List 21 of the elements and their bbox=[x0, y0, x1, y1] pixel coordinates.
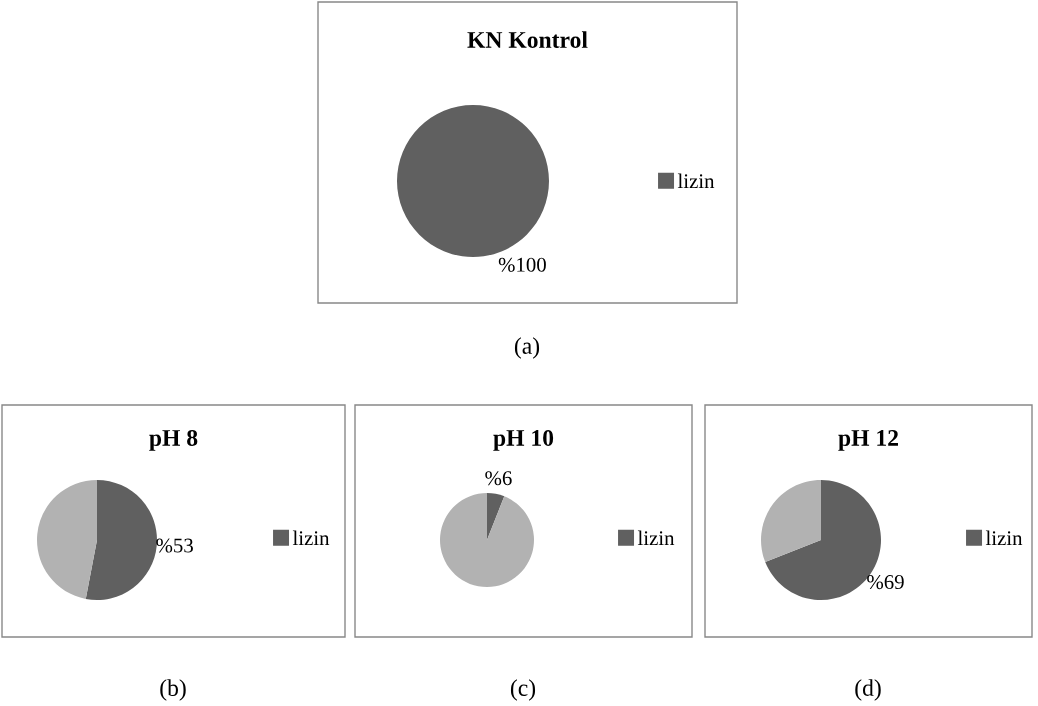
text: (a) bbox=[514, 337, 540, 359]
pie-slice bbox=[85, 480, 157, 600]
pie-slice bbox=[37, 480, 97, 599]
chart-title: pH 10 bbox=[493, 429, 554, 451]
pie-slice bbox=[761, 480, 821, 563]
legend-label: lizin bbox=[677, 173, 715, 189]
text: (c) bbox=[510, 679, 536, 701]
text: (b) bbox=[160, 679, 186, 701]
data-label: %6 bbox=[485, 471, 512, 486]
data-label: %100 bbox=[498, 257, 546, 272]
chart-title: pH 12 bbox=[838, 430, 898, 451]
pie-slice bbox=[487, 493, 505, 540]
pie-slice bbox=[440, 493, 534, 587]
legend-label: lizin bbox=[292, 530, 330, 546]
data-label: %69 bbox=[867, 575, 904, 590]
text: (d) bbox=[855, 679, 881, 701]
chart-title: KN Kontrol bbox=[467, 31, 588, 48]
data-label: %53 bbox=[156, 538, 193, 553]
chart-title: pH 8 bbox=[149, 429, 198, 451]
legend-label: lizin bbox=[985, 530, 1023, 546]
legend-label: lizin bbox=[637, 530, 675, 546]
